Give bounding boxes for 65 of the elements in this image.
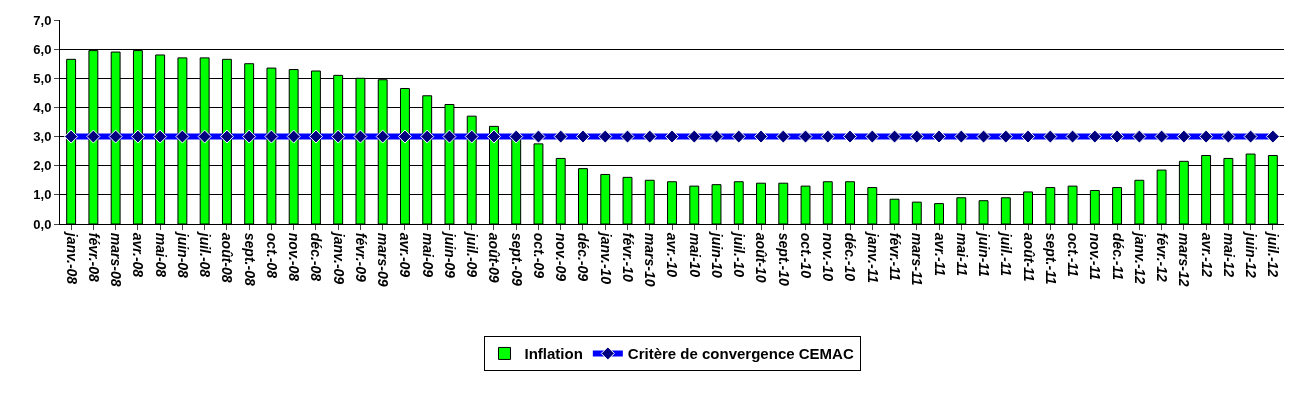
x-tick-label: sept.-11 [1042, 232, 1059, 285]
x-tick-label: juil.-08 [197, 230, 214, 278]
x-tick-label: avr.-08 [130, 232, 147, 278]
x-tick-label: sept.-10 [775, 232, 792, 286]
x-tick-label: août-11 [1020, 232, 1037, 282]
x-tick-label: oct.-10 [797, 232, 814, 279]
y-tick-label: 6,0 [33, 41, 52, 57]
x-tick-label: oct.-09 [530, 232, 547, 279]
x-tick-label: janv.-09 [330, 230, 347, 285]
y-tick-label: 7,0 [33, 12, 52, 28]
x-tick-label: déc.-08 [308, 232, 325, 282]
x-tick-label: déc.-11 [1109, 232, 1126, 281]
legend-label: Critère de convergence CEMAC [627, 345, 854, 363]
x-tick-label: févr.-08 [85, 232, 102, 283]
x-tick-label: oct.-11 [1065, 232, 1082, 278]
x-tick-label: juin-08 [174, 230, 191, 279]
x-tick-label: avr.-09 [397, 232, 414, 278]
x-tick-label: janv.-10 [597, 230, 614, 285]
x-tick-label: juin-11 [976, 230, 993, 278]
x-tick-label: sept.-08 [241, 232, 258, 286]
x-tick-label: mai-09 [419, 232, 436, 278]
x-tick-label: mai-12 [1220, 232, 1237, 278]
x-tick-label: févr.-12 [1154, 232, 1171, 283]
x-tick-label: nov.-08 [286, 232, 303, 282]
x-tick-label: juin-12 [1243, 230, 1260, 279]
x-tick-label: févr.-09 [352, 232, 369, 283]
x-tick-label: mars-08 [108, 232, 125, 287]
x-tick-label: nov.-10 [820, 232, 837, 282]
x-tick-label: déc.-09 [575, 232, 592, 282]
x-tick-label: janv.-08 [63, 230, 80, 285]
y-tick-label: 0,0 [33, 216, 52, 232]
x-tick-label: août-09 [486, 232, 503, 283]
x-tick-label: janv.-12 [1131, 230, 1148, 285]
x-tick-label: mai-11 [953, 232, 970, 277]
x-tick-label: août-08 [219, 232, 236, 283]
x-tick-label: mars-12 [1176, 232, 1193, 287]
x-tick-label: juil.-11 [998, 230, 1015, 277]
x-tick-label: févr.-10 [619, 232, 636, 283]
x-tick-label: juil.-10 [731, 230, 748, 278]
y-tick-label: 2,0 [33, 158, 52, 174]
x-tick-label: juil.-09 [464, 230, 481, 278]
y-tick-label: 5,0 [33, 70, 52, 86]
x-tick-label: juil.-12 [1265, 230, 1282, 278]
y-tick-label: 4,0 [33, 99, 52, 115]
x-tick-label: mars-10 [642, 232, 659, 287]
x-tick-label: nov.-11 [1087, 232, 1104, 281]
y-tick-label: 1,0 [33, 187, 52, 203]
x-tick-label: avr.-10 [664, 232, 681, 278]
x-tick-label: mars-11 [909, 232, 926, 286]
x-tick-label: mai-10 [686, 232, 703, 278]
x-tick-label: juin-10 [708, 230, 725, 279]
legend-label: Inflation [524, 345, 583, 363]
x-tick-label: avr.-12 [1198, 232, 1215, 278]
x-tick-label: mars-09 [375, 232, 392, 287]
x-tick-label: févr.-11 [887, 232, 903, 282]
y-tick-label: 3,0 [33, 129, 52, 145]
x-tick-label: nov.-09 [553, 232, 570, 282]
x-tick-label: déc.-10 [842, 232, 859, 282]
x-tick-label: sept.-09 [508, 232, 525, 286]
x-tick-label: avr.-11 [931, 232, 948, 277]
x-tick-label: mai-08 [152, 232, 169, 278]
x-tick-label: août-10 [753, 232, 770, 283]
x-tick-label: janv.-11 [864, 230, 881, 284]
x-tick-label: oct.-08 [263, 232, 280, 279]
x-tick-label: juin-09 [441, 230, 458, 279]
